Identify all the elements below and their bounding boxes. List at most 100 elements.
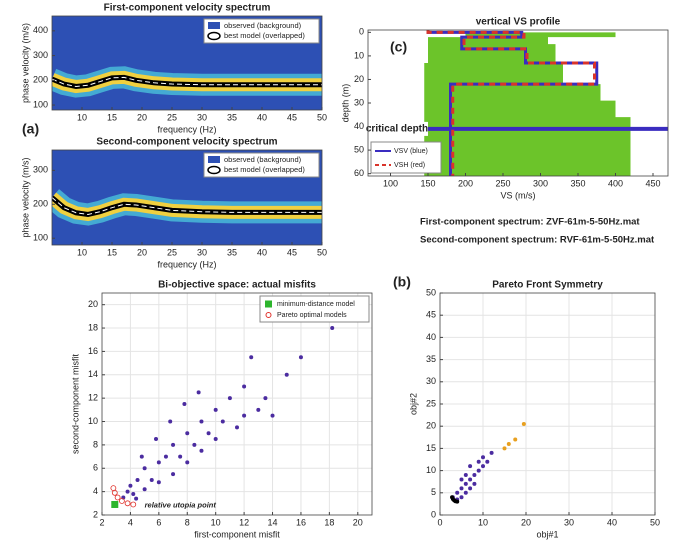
model-point — [472, 473, 477, 478]
x-tick-label: 40 — [607, 517, 617, 527]
y-tick-label: 10 — [426, 465, 436, 475]
model-point — [163, 454, 168, 459]
model-point — [481, 455, 485, 460]
model-point — [455, 499, 460, 504]
y-tick-label: 0 — [431, 509, 436, 519]
y-axis-label: obj#2 — [408, 393, 418, 415]
pareto-marker — [130, 501, 137, 508]
x-tick-label: 10 — [478, 517, 488, 527]
model-point — [459, 477, 464, 482]
y-tick-label: 300 — [33, 50, 48, 60]
x-tick-label: 25 — [167, 247, 177, 257]
x-tick-label: 30 — [197, 112, 207, 122]
y-tick-label: 100 — [33, 233, 48, 243]
model-point — [156, 480, 161, 485]
legend-label: minimum-distance model — [277, 301, 355, 308]
chart-title: Second-component velocity spectrum — [96, 137, 277, 148]
legend-swatch — [207, 165, 221, 175]
y-tick-label: 12 — [88, 393, 98, 403]
model-point — [196, 390, 201, 395]
model-point — [199, 448, 204, 453]
pareto-marker — [124, 500, 131, 507]
chart-title: First-component velocity spectrum — [104, 3, 271, 14]
y-tick-label: 0 — [359, 27, 364, 37]
y-tick-label: 40 — [426, 332, 436, 342]
x-tick-label: 50 — [317, 247, 327, 257]
panel-label: (a) — [22, 121, 39, 137]
legend-swatch — [208, 22, 220, 29]
chart-title: Bi-objective space: actual misfits — [158, 280, 316, 291]
x-tick-label: 2 — [99, 517, 104, 527]
model-point — [131, 491, 136, 496]
x-tick-label: 15 — [107, 247, 117, 257]
model-point — [242, 384, 247, 389]
x-tick-label: 20 — [137, 247, 147, 257]
chart-title: vertical VS profile — [476, 17, 561, 28]
x-tick-label: 14 — [268, 517, 278, 527]
x-tick-label: 20 — [521, 517, 531, 527]
model-point — [142, 466, 147, 471]
x-tick-label: 12 — [239, 517, 249, 527]
x-tick-label: 35 — [227, 112, 237, 122]
model-point — [134, 496, 139, 501]
y-tick-label: 5 — [431, 487, 436, 497]
y-tick-label: 300 — [33, 165, 48, 175]
x-axis-label: obj#1 — [536, 529, 558, 539]
model-point — [463, 481, 468, 486]
model-point — [506, 441, 511, 446]
legend-box — [370, 141, 442, 174]
plot-area — [440, 293, 655, 515]
model-point — [521, 421, 526, 426]
model-point — [227, 396, 232, 401]
model-point — [139, 454, 144, 459]
y-tick-label: 60 — [354, 168, 364, 178]
model-point — [330, 326, 335, 331]
legend-label: observed (background) — [224, 155, 302, 164]
model-envelope — [424, 32, 631, 176]
model-point — [128, 483, 133, 488]
x-axis-label: frequency (Hz) — [157, 124, 216, 134]
x-tick-label: 30 — [564, 517, 574, 527]
x-tick-label: 250 — [495, 178, 510, 188]
model-point — [213, 437, 218, 442]
legend-label: Pareto optimal models — [277, 312, 347, 319]
model-point — [284, 372, 289, 377]
chart-title: Pareto Front Symmetry — [492, 280, 603, 291]
x-tick-label: 4 — [128, 517, 133, 527]
legend-swatch — [265, 300, 272, 308]
y-tick-label: 20 — [88, 299, 98, 309]
legend-label: observed (background) — [224, 21, 302, 30]
model-point — [185, 431, 190, 436]
model-point — [135, 477, 140, 482]
model-point — [459, 495, 464, 500]
model-point — [256, 407, 261, 412]
y-axis-label: phase velocity (m/s) — [20, 23, 30, 103]
x-tick-label: 18 — [324, 517, 334, 527]
legend-box — [203, 18, 320, 44]
y-tick-label: 50 — [426, 287, 436, 297]
model-point — [513, 437, 518, 442]
y-axis-label: second-component misfit — [70, 353, 80, 454]
model-point — [468, 477, 473, 482]
axes-frame — [51, 15, 323, 111]
x-axis-label: VS (m/s) — [501, 190, 536, 200]
model-point — [142, 487, 147, 492]
x-tick-label: 15 — [107, 112, 117, 122]
y-tick-label: 10 — [354, 50, 364, 60]
vs-profile — [426, 30, 596, 176]
model-point — [468, 486, 473, 491]
y-tick-label: 200 — [33, 75, 48, 85]
y-tick-label: 16 — [88, 346, 98, 356]
pareto-marker — [118, 498, 125, 504]
file-note: First-component spectrum: ZVF-61m-5-50Hz… — [420, 217, 640, 228]
file-note: Second-component spectrum: RVF-61m-5-50H… — [420, 235, 655, 246]
annotation: relative utopia point — [145, 501, 217, 510]
x-axis-label: frequency (Hz) — [157, 259, 216, 269]
model-point — [149, 477, 154, 482]
x-tick-label: 100 — [383, 178, 398, 188]
x-tick-label: 10 — [77, 112, 87, 122]
legend-label: VSV (blue) — [394, 148, 428, 155]
x-tick-label: 50 — [317, 112, 327, 122]
